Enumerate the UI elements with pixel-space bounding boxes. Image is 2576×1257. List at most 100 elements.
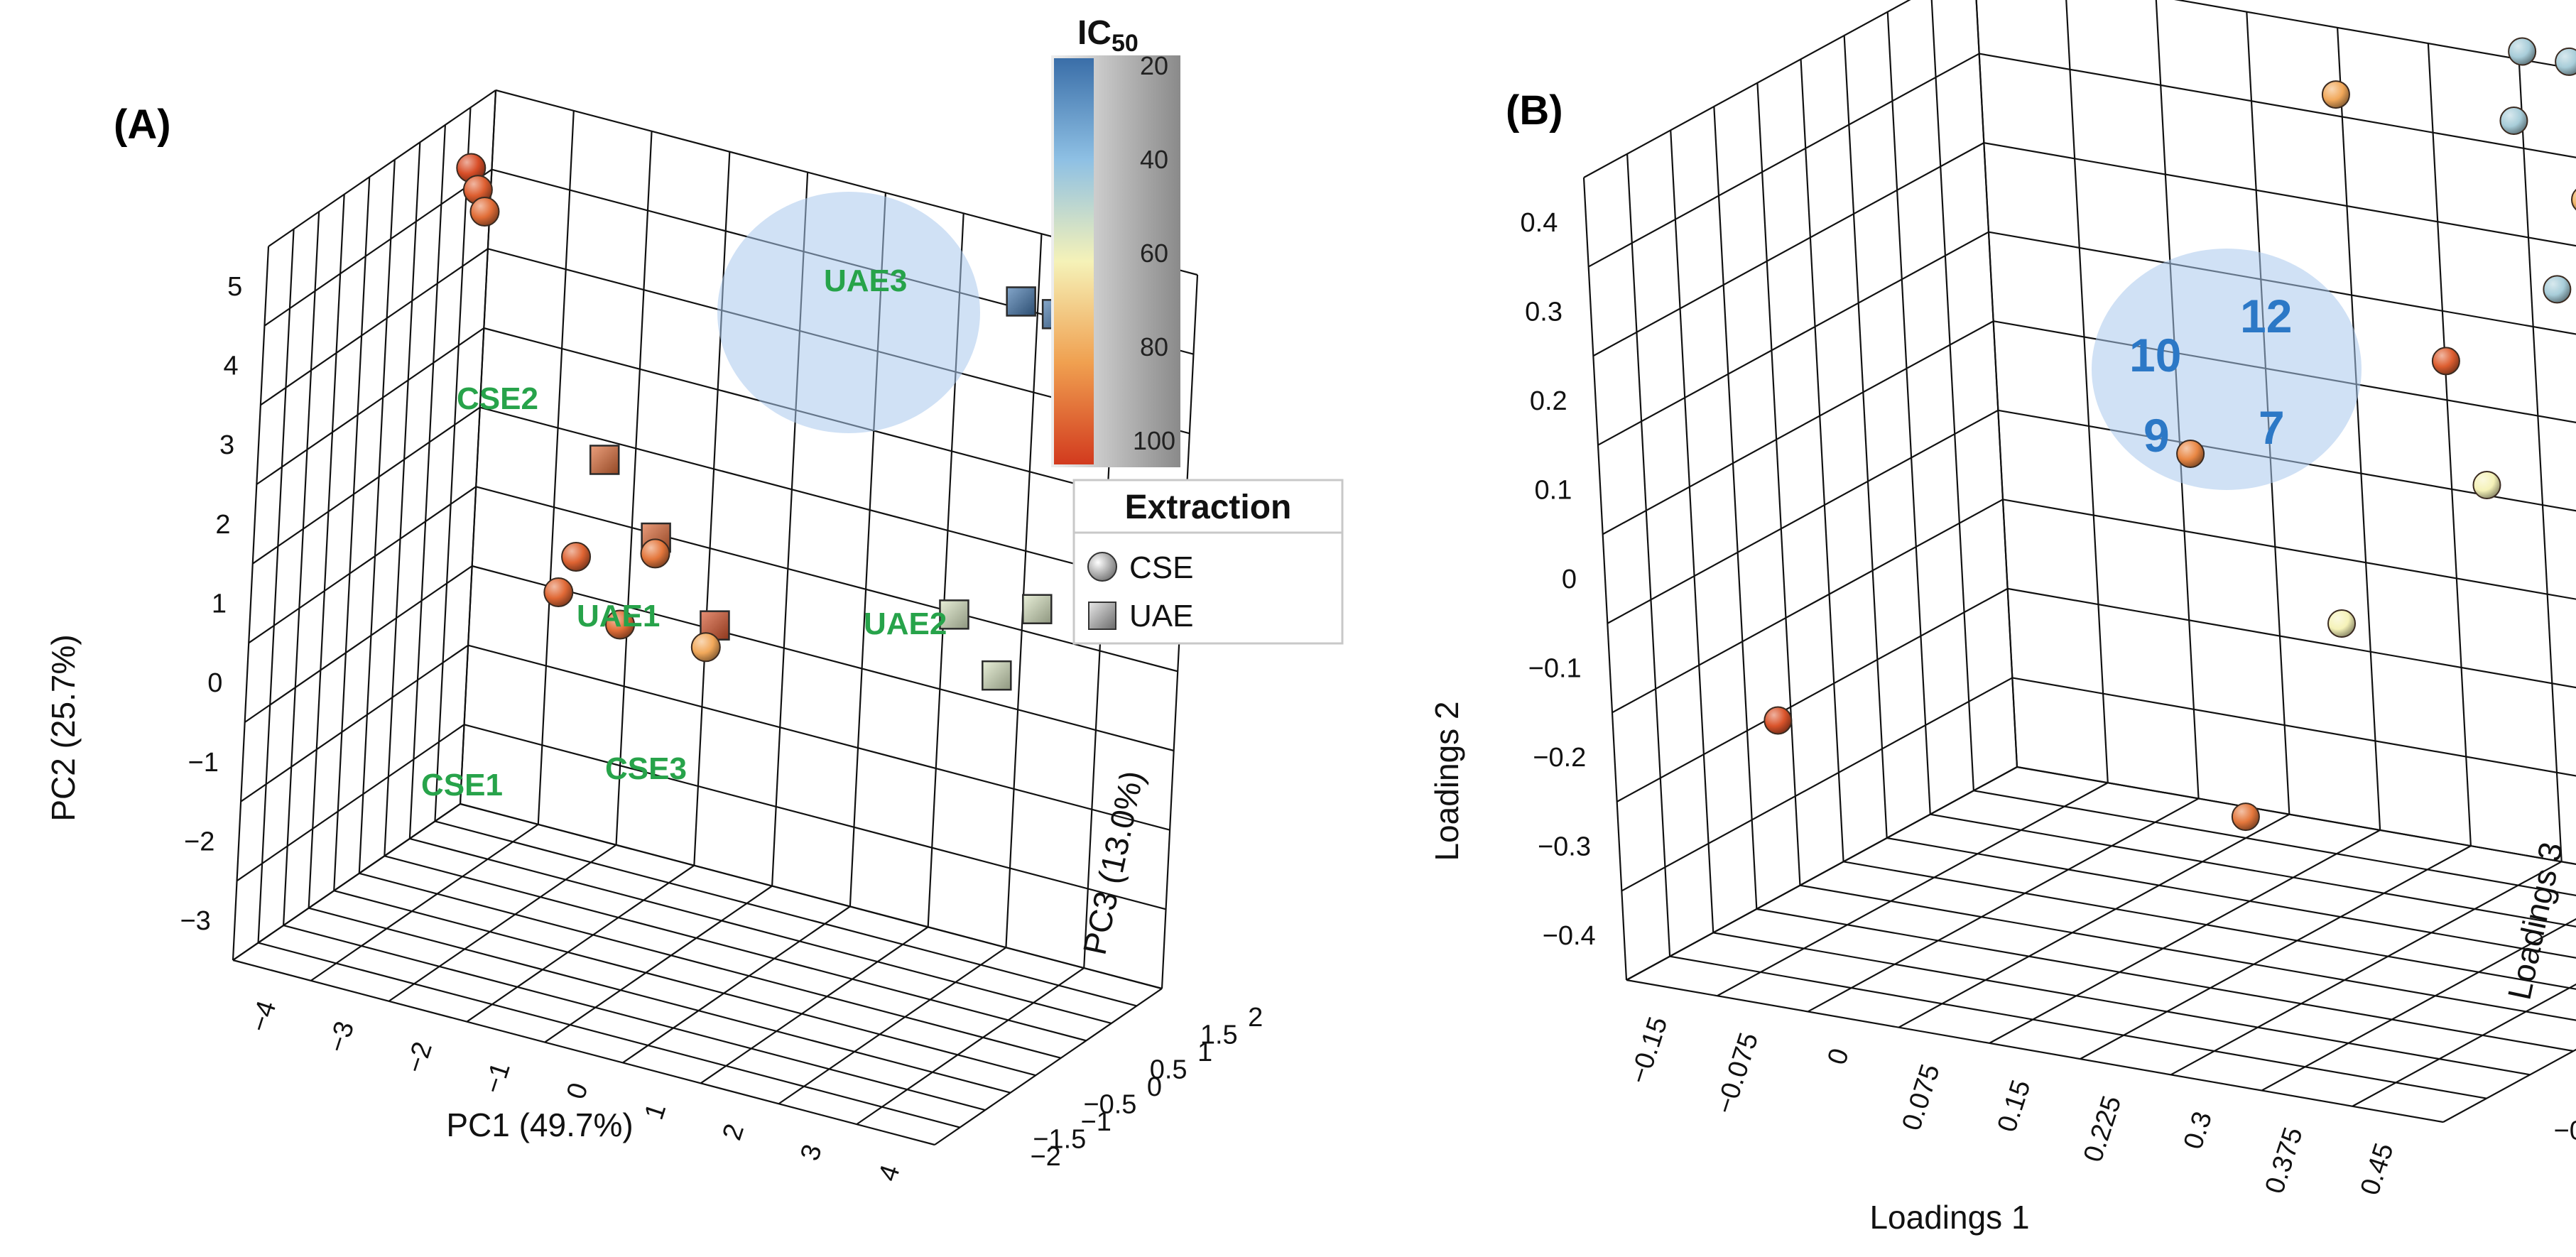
y-tick-label: 0.2 — [1530, 386, 1567, 416]
data-point — [939, 599, 969, 630]
A-floor-line — [283, 925, 986, 1111]
A-side-wall-line — [248, 486, 477, 644]
B-back-wall-line — [2012, 677, 2576, 777]
B-floor-line — [1930, 813, 2576, 927]
B-side-wall-line — [1975, 0, 2018, 768]
B-back-wall-line — [2007, 587, 2576, 689]
colorbar-tick-label: 80 — [1140, 332, 1168, 361]
colorbar-gradient — [1054, 58, 1094, 464]
panel-b-y-axis-title: Loadings 2 — [1428, 701, 1465, 861]
data-point — [469, 197, 500, 227]
z-tick-label: −0.5 — [2554, 1116, 2576, 1146]
A-back-wall-line — [464, 724, 1166, 910]
data-point — [690, 632, 721, 663]
data-point — [2571, 188, 2576, 211]
B-side-wall-line — [1843, 35, 1888, 839]
data-point — [2431, 347, 2460, 376]
A-floor-line — [258, 942, 960, 1128]
B-floor-line — [2170, 861, 2563, 1076]
x-tick-label: 0.45 — [2355, 1140, 2400, 1199]
z-tick-label: 2 — [1248, 1003, 1263, 1033]
x-tick-label: −3 — [322, 1018, 360, 1056]
A-floor-line — [308, 907, 1011, 1094]
x-tick-label: 0 — [1822, 1045, 1855, 1068]
B-floor-line — [1808, 798, 2200, 1013]
panel-a-z-ticks: −2−1.5−1−0.5 00.5 11.5 2 — [1030, 1003, 1263, 1172]
panel-a-z-axis-title: PC3 (13.0%) — [1076, 767, 1151, 957]
B-floor-line — [1669, 955, 2487, 1099]
panel-a-points — [456, 153, 1108, 691]
A-floor-line — [700, 926, 929, 1084]
B-side-wall-line — [1621, 677, 2013, 892]
panel-a-y-ticks: −3 −2 −1 0 1 2 3 4 5 — [180, 272, 242, 936]
y-tick-label: −0.2 — [1533, 743, 1586, 773]
B-floor-line — [1756, 908, 2574, 1052]
data-point — [561, 542, 592, 572]
cluster-highlight-b — [2092, 249, 2362, 490]
x-tick-label: 4 — [873, 1161, 906, 1185]
A-side-wall-line — [263, 168, 493, 327]
B-floor-line — [2442, 1048, 2576, 1123]
B-floor-line — [1717, 782, 2109, 997]
panel-b-z-axis-title: Loadings 3 — [2501, 839, 2570, 1003]
B-side-wall-line — [1582, 177, 1628, 981]
B-side-wall-line — [1626, 153, 1671, 957]
B-back-wall-line — [2427, 43, 2472, 847]
A-floor-line — [466, 864, 695, 1023]
data-point — [589, 445, 620, 475]
B-floor-line — [1713, 932, 2531, 1076]
A-side-wall-line — [283, 212, 320, 926]
panel-a-label: (A) — [114, 102, 171, 148]
B-floor-line — [1626, 766, 2018, 981]
A-back-wall-line — [479, 406, 1183, 593]
A-floor-line — [622, 905, 851, 1064]
A-side-wall-line — [260, 248, 489, 406]
legend-item-uae: UAE — [1129, 599, 1193, 633]
panel-b-grid — [1582, 0, 2576, 1123]
B-side-wall-line — [1612, 499, 2004, 714]
A-floor-line — [435, 820, 1137, 1007]
data-point — [982, 660, 1012, 691]
y-tick-label: −0.1 — [1528, 654, 1582, 684]
A-side-wall-line — [244, 565, 473, 723]
B-side-wall-line — [1588, 53, 1980, 268]
B-back-wall-line — [1988, 231, 2576, 335]
y-tick-label: −3 — [180, 906, 210, 936]
data-point — [2321, 80, 2350, 109]
legend-item-cse: CSE — [1129, 550, 1193, 585]
B-side-wall-line — [1930, 0, 1974, 791]
z-tick-label: 0.5 — [1150, 1055, 1188, 1085]
A-side-wall-line — [252, 406, 481, 565]
B-side-wall-line — [1583, 0, 1911, 178]
x-tick-label: −1 — [478, 1059, 516, 1097]
A-back-wall-line — [467, 644, 1170, 831]
B-floor-line — [2016, 766, 2576, 865]
B-side-wall-line — [1800, 59, 1844, 862]
panel-b-x-ticks: −0.15 −0.075 0 0.075 0.15 0.225 0.3 0.375 0.45 — [1624, 1013, 2400, 1199]
data-point — [1022, 594, 1053, 624]
A-floor-line — [333, 890, 1036, 1077]
panel-b: (B) −0.15 −0.075 0 0.075 0.15 0.225 0.3 0.375 0.… — [1428, 0, 2576, 1236]
y-tick-label: 0 — [207, 668, 222, 698]
A-side-wall-line — [333, 177, 371, 891]
A-floor-line — [232, 803, 461, 961]
panel-b-z-ticks: −0.5−0.4−0.3−0.2−0.100.10.20.3 — [2554, 1116, 2576, 1146]
data-point — [543, 577, 574, 608]
B-side-wall-line — [1592, 142, 1984, 357]
ic50-colorbar: IC50 20 40 60 80 100 — [1051, 14, 1180, 467]
y-tick-label: 0.3 — [1525, 297, 1563, 327]
data-point — [2176, 440, 2205, 468]
z-tick-label: 0 — [1147, 1072, 1162, 1102]
A-side-wall-line — [256, 327, 484, 485]
A-back-wall-line — [475, 486, 1178, 673]
B-floor-line — [2261, 918, 2576, 1092]
B-floor-line — [1843, 861, 2576, 990]
x-tick-label: 0.15 — [1992, 1077, 2037, 1136]
A-floor-line — [934, 988, 1163, 1146]
point-label-7: 7 — [2259, 401, 2285, 454]
B-floor-line — [2080, 845, 2472, 1060]
x-tick-label: 0 — [561, 1079, 594, 1103]
B-floor-line — [1989, 829, 2381, 1044]
B-floor-line — [2352, 983, 2576, 1107]
